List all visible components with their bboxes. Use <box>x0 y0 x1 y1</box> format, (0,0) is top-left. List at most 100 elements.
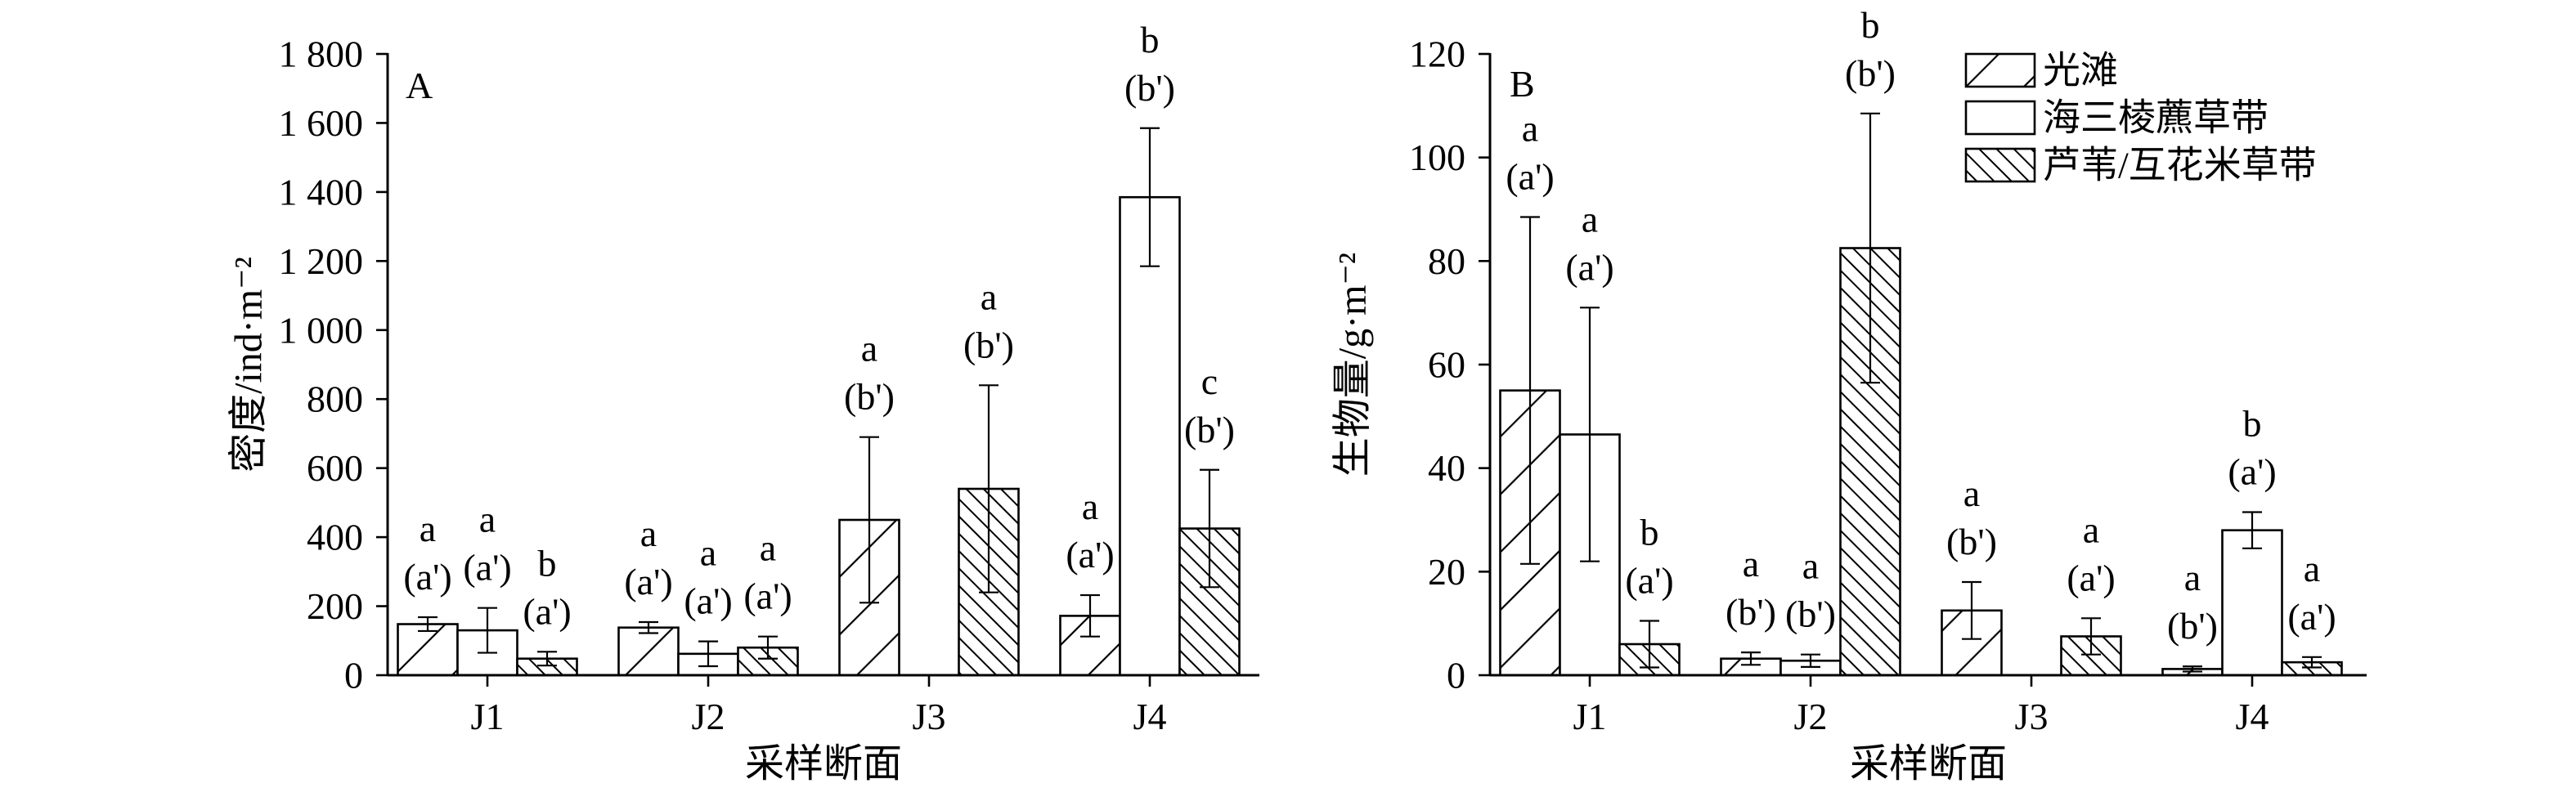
error-bar-reed-spartina-zone-j2 <box>1860 112 1880 384</box>
significance-letter-secondary-scirpus-zone-j4: (a') <box>2228 451 2276 493</box>
significance-letter-secondary-reed-spartina-zone-j3: (a') <box>2067 557 2115 598</box>
error-bar-scirpus-zone-j2 <box>698 640 718 668</box>
bar-scirpus-zone-j4 <box>1119 195 1181 677</box>
y-tick-label: 800 <box>307 378 363 420</box>
x-tick-label-j4: J4 <box>1133 696 1167 737</box>
error-bar-scirpus-zone-j2 <box>1801 653 1820 668</box>
significance-letter-secondary-reed-spartina-zone-j1: (a') <box>1625 560 1673 602</box>
error-bar-reed-spartina-zone-j1 <box>1640 620 1659 669</box>
significance-letter-reed-spartina-zone-j1: b <box>1640 512 1659 553</box>
y-tick-label: 120 <box>1409 34 1465 75</box>
x-tick-label-j3: J3 <box>913 696 946 737</box>
significance-letter-reed-spartina-zone-j3: a <box>981 275 997 317</box>
significance-letter-secondary-bare-flat-j3: (b') <box>844 376 895 418</box>
error-bar-reed-spartina-zone-j3 <box>2081 617 2101 656</box>
bar-scirpus-zone-j4 <box>2221 529 2283 677</box>
significance-letter-secondary-reed-spartina-zone-j2: (a') <box>743 575 792 617</box>
significance-letter-secondary-scirpus-zone-j4: (b') <box>1124 67 1175 109</box>
error-bar-bare-flat-j1 <box>418 616 438 633</box>
significance-letter-scirpus-zone-j2: a <box>700 532 716 574</box>
x-axis-title: 采样断面 <box>1850 742 2007 786</box>
legend-item-reed-spartina-zone: 芦苇/互花米草带 <box>1964 145 2317 186</box>
significance-letter-secondary-bare-flat-j2: (a') <box>624 561 672 602</box>
significance-letter-secondary-bare-flat-j1: (a') <box>1506 156 1554 198</box>
significance-letter-scirpus-zone-j1: a <box>1582 198 1598 240</box>
panel-b-biomass-chart: a (a') a (b') a (b') a (b') a (a') a (b') b (a') b (a')… <box>1331 4 2367 786</box>
significance-letter-bare-flat-j4: a <box>1082 486 1098 527</box>
x-tick-label-j1: J1 <box>471 696 505 737</box>
y-tick-label: 1 200 <box>279 240 364 282</box>
legend-swatch-bare-flat <box>1964 52 2036 88</box>
y-tick-label: 0 <box>1447 655 1465 696</box>
y-tick-label: 100 <box>1409 137 1465 178</box>
x-tick-label-j2: J2 <box>1794 696 1828 737</box>
significance-letter-bare-flat-j1: a <box>420 508 436 549</box>
bar-groups: a (a') a (a') a (b') a (a') a (a') a (a') b (b') b (a')… <box>397 19 1241 677</box>
significance-letter-scirpus-zone-j2: a <box>1802 545 1819 587</box>
y-tick-label: 600 <box>307 447 363 489</box>
y-tick-label: 80 <box>1428 240 1465 282</box>
error-bar-reed-spartina-zone-j4 <box>1200 468 1219 589</box>
x-tick-label-j2: J2 <box>692 696 725 737</box>
significance-letter-reed-spartina-zone-j2: b <box>1861 4 1880 46</box>
error-bar-bare-flat-j2 <box>1741 651 1761 666</box>
y-tick-label: 1 600 <box>279 102 364 144</box>
error-bar-bare-flat-j3 <box>859 436 879 604</box>
x-tick-label-j1: J1 <box>1573 696 1607 737</box>
significance-letter-secondary-reed-spartina-zone-j4: (a') <box>2287 596 2336 638</box>
legend-swatch-scirpus-zone <box>1964 100 2036 136</box>
legend-item-bare-flat: 光滩 <box>1964 50 2118 92</box>
significance-letter-reed-spartina-zone-j3: a <box>2083 508 2099 550</box>
significance-letter-bare-flat-j3: a <box>861 328 877 369</box>
significance-letter-reed-spartina-zone-j2: a <box>760 527 776 569</box>
error-bar-reed-spartina-zone-j4 <box>2302 656 2322 669</box>
panel-a-density-chart: a (a') a (a') a (b') a (a') a (a') a (a') b (b') b (a')… <box>227 19 1259 786</box>
significance-letter-reed-spartina-zone-j1: b <box>538 542 557 584</box>
error-bar-scirpus-zone-j1 <box>478 607 497 654</box>
significance-letter-secondary-bare-flat-j1: (a') <box>403 556 451 598</box>
error-bar-reed-spartina-zone-j3 <box>979 384 999 593</box>
y-tick-label: 0 <box>344 655 363 696</box>
significance-letter-bare-flat-j3: a <box>1963 472 1980 514</box>
legend-label-scirpus-zone: 海三棱藨草带 <box>2043 97 2269 139</box>
significance-letter-secondary-reed-spartina-zone-j1: (a') <box>523 590 571 632</box>
error-bar-bare-flat-j4 <box>1080 593 1100 638</box>
y-axis-title: 生物量/g·m⁻² <box>1331 253 1375 477</box>
error-bar-reed-spartina-zone-j2 <box>758 635 778 660</box>
significance-letter-secondary-scirpus-zone-j2: (a') <box>684 580 732 622</box>
error-bar-scirpus-zone-j4 <box>2242 511 2262 549</box>
legend-item-scirpus-zone: 海三棱藨草带 <box>1964 97 2269 139</box>
x-axis-title: 采样断面 <box>745 742 902 786</box>
error-bar-bare-flat-j1 <box>1520 216 1540 565</box>
y-tick-label: 60 <box>1428 344 1465 386</box>
error-bar-bare-flat-j2 <box>639 620 658 634</box>
significance-letter-secondary-reed-spartina-zone-j4: (b') <box>1184 409 1235 450</box>
y-axis-title: 密度/ind·m⁻² <box>227 257 271 472</box>
significance-letter-reed-spartina-zone-j4: a <box>2304 548 2320 589</box>
significance-letter-scirpus-zone-j4: b <box>1141 19 1160 60</box>
significance-letter-reed-spartina-zone-j4: c <box>1201 360 1218 402</box>
significance-letter-secondary-scirpus-zone-j1: (a') <box>1565 246 1613 288</box>
legend-label-reed-spartina-zone: 芦苇/互花米草带 <box>2043 145 2317 186</box>
bar-bare-flat-j1 <box>397 623 459 677</box>
significance-letter-secondary-bare-flat-j2: (b') <box>1726 591 1776 633</box>
legend-label-bare-flat: 光滩 <box>2043 50 2118 92</box>
error-bar-reed-spartina-zone-j1 <box>537 651 557 667</box>
y-tick-label: 200 <box>307 585 363 627</box>
significance-letter-secondary-reed-spartina-zone-j2: (b') <box>1845 52 1896 94</box>
significance-letter-scirpus-zone-j4: b <box>2243 403 2262 445</box>
error-bar-bare-flat-j3 <box>1962 580 1981 640</box>
legend-swatch-reed-spartina-zone <box>1964 147 2036 183</box>
significance-letter-bare-flat-j2: a <box>1743 543 1759 584</box>
significance-letter-secondary-bare-flat-j4: (b') <box>2167 605 2218 647</box>
error-bar-bare-flat-j4 <box>2183 665 2202 673</box>
y-tick-label: 400 <box>307 517 363 558</box>
panel-label: B <box>1510 63 1535 105</box>
panel-label: A <box>406 65 433 106</box>
significance-letter-secondary-bare-flat-j3: (b') <box>1946 521 1997 562</box>
axes: 0 20 40 60 80 100 120 J1 J2 J3 J4 采样断面 生物量/g·m⁻² <box>1331 34 2367 786</box>
y-tick-label: 1 800 <box>279 34 364 75</box>
bar-bare-flat-j2 <box>617 626 680 677</box>
